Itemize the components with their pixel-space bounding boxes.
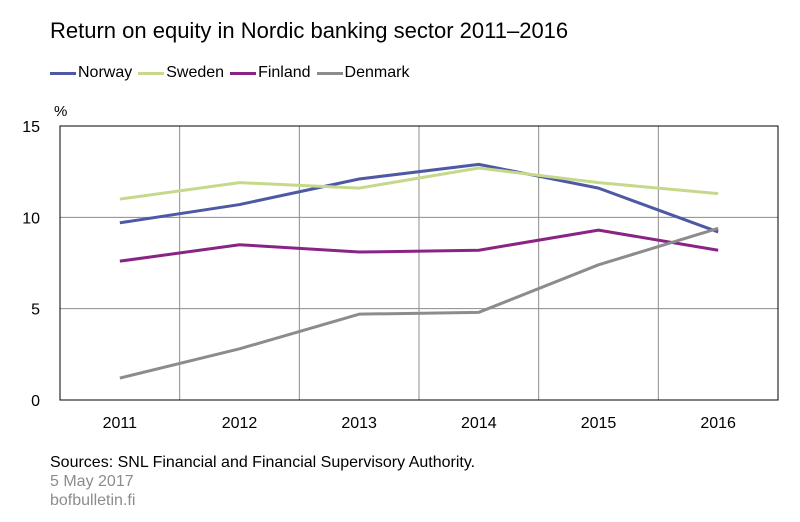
chart-title: Return on equity in Nordic banking secto… (50, 18, 569, 43)
legend-label: Sweden (166, 64, 225, 81)
legend-item-finland: Finland (230, 64, 311, 82)
y-tick-label: 15 (22, 119, 40, 136)
site-name: bofbulletin.fi (50, 492, 136, 509)
x-tick-label: 2016 (700, 415, 736, 432)
series-line-denmark (119, 226, 719, 380)
x-tick-label: 2014 (461, 415, 497, 432)
y-tick-label: 5 (31, 302, 40, 319)
x-tick-label: 2015 (581, 415, 617, 432)
series-line-finland (119, 228, 719, 263)
legend-label: Norway (78, 64, 133, 81)
legend-label: Finland (258, 64, 311, 81)
legend-label: Denmark (344, 64, 410, 81)
series-line-sweden (119, 166, 719, 201)
publication-date: 5 May 2017 (50, 473, 134, 490)
y-axis-unit-label: % (54, 103, 67, 120)
x-tick-label: 2011 (103, 415, 138, 432)
legend-item-sweden: Sweden (138, 64, 224, 82)
y-tick-label: 0 (31, 393, 40, 410)
series-line-norway (119, 162, 719, 234)
x-tick-label: 2012 (222, 415, 258, 432)
y-tick-label: 10 (22, 210, 40, 227)
legend-swatch (230, 71, 257, 75)
source-note: Sources: SNL Financial and Financial Sup… (50, 454, 476, 471)
plot-frame (59, 125, 779, 401)
legend-swatch (138, 71, 165, 75)
legend-swatch (316, 71, 343, 75)
line-chart: 0 5 10 15% 2011 2012 2013 2014 2015 2016 (22, 103, 779, 432)
legend-item-norway: Norway (50, 64, 132, 82)
legend-swatch (50, 71, 76, 75)
legend-item-denmark: Denmark (316, 64, 410, 82)
legend: Norway Sweden Finland Denmark (50, 64, 415, 82)
x-tick-label: 2013 (341, 415, 377, 432)
